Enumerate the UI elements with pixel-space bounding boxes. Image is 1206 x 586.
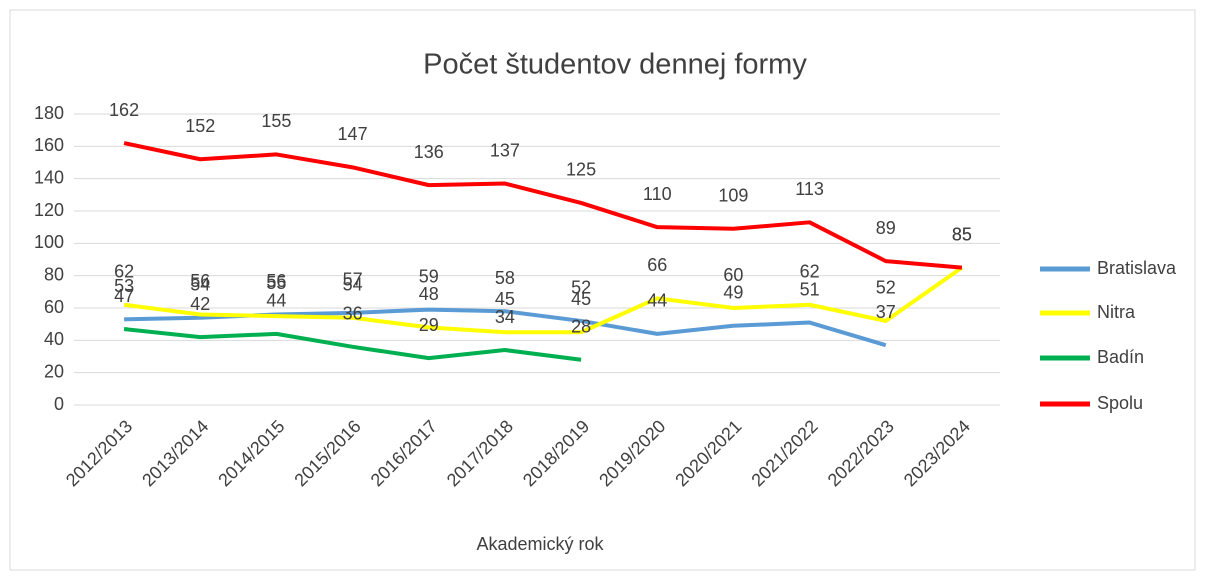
data-label: 53 [114,276,134,296]
data-label: 54 [343,274,363,294]
data-label: 59 [419,266,439,286]
data-label: 45 [495,289,515,309]
data-label: 155 [261,111,291,131]
data-label: 58 [495,268,515,288]
data-label: 56 [266,271,286,291]
legend-label: Bratislava [1097,258,1177,278]
chart-frame [9,9,1196,571]
data-label: 109 [718,186,748,206]
data-label: 85 [952,224,972,244]
chart-title: Počet študentov dennej formy [423,49,807,81]
legend-label: Nitra [1097,302,1136,322]
data-label: 52 [571,278,591,298]
y-tick-label: 120 [34,200,64,220]
data-label: 136 [414,142,444,162]
data-label: 44 [266,291,286,311]
series-line [123,265,964,335]
data-label: 36 [343,304,363,324]
data-label: 147 [338,124,368,144]
data-label: 152 [185,116,215,136]
data-label: 125 [566,160,596,180]
y-tick-label: 0 [54,394,64,414]
data-label: 57 [343,270,363,290]
data-label: 34 [495,307,515,327]
data-label: 42 [190,294,210,314]
data-label: 110 [643,184,672,204]
x-axis-label: Akademický rok [476,534,604,554]
data-label: 89 [876,218,896,238]
data-label: 29 [419,315,439,335]
data-label: 45 [571,289,591,309]
data-label: 44 [647,291,667,311]
data-label: 62 [114,262,134,282]
data-label: 37 [876,302,896,322]
data-label: 62 [800,262,820,282]
y-tick-label: 60 [44,297,64,317]
y-tick-label: 80 [44,264,64,284]
data-label: 49 [723,283,743,303]
legend-label: Spolu [1097,393,1143,413]
data-label: 137 [490,140,520,160]
y-tick-label: 100 [34,232,64,252]
data-label: 113 [795,179,824,199]
y-tick-label: 180 [34,103,64,123]
data-label: 55 [266,273,286,293]
data-label: 162 [109,100,139,120]
data-label: 52 [876,278,896,298]
data-label: 48 [419,284,439,304]
series-line [123,141,963,270]
y-tick-label: 140 [34,167,64,187]
legend-label: Badín [1097,347,1144,367]
y-tick-label: 20 [44,361,64,381]
data-label: 51 [800,279,820,299]
data-label: 56 [190,271,210,291]
data-label: 60 [723,265,743,285]
y-tick-label: 160 [34,135,64,155]
y-tick-label: 40 [44,329,64,349]
data-label: 54 [190,274,210,294]
series-line [123,327,582,362]
data-label: 28 [571,316,591,336]
data-label: 66 [647,255,667,275]
data-label: 85 [952,224,972,244]
data-label: 47 [114,286,134,306]
